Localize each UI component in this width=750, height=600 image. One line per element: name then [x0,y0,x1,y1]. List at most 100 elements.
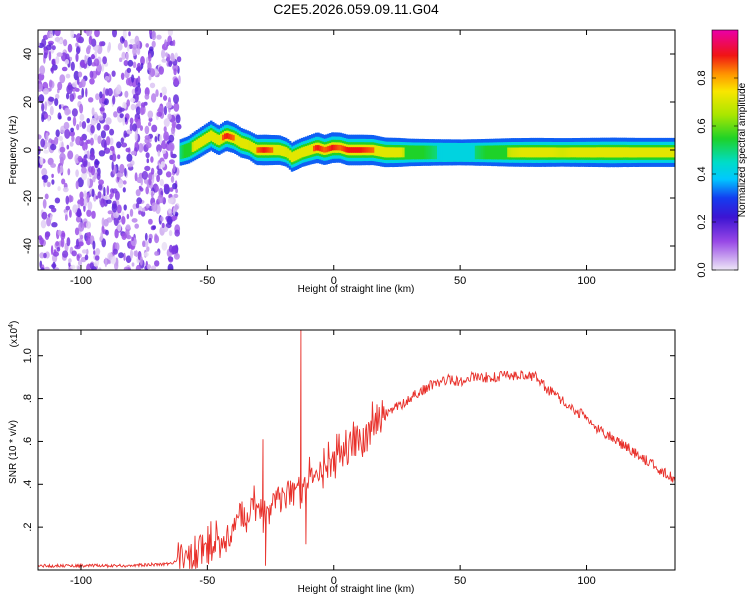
noise-blob [93,250,96,255]
colorbar-tick-label: 0.8 [696,70,708,85]
noise-blob [79,113,85,121]
noise-blob [55,93,60,100]
noise-blob [161,49,166,59]
ridge-cell [642,147,646,158]
noise-blob [156,185,160,192]
noise-blob [91,151,94,158]
ridge-cell [577,147,581,158]
noise-blob [148,237,152,244]
noise-blob [76,46,81,55]
ridge-cell [436,142,439,162]
ridge-cell [616,147,619,158]
ridge-cell [460,143,464,162]
noise-blob [38,73,45,81]
noise-blob [131,150,137,156]
noise-blob [105,229,109,236]
noise-blob [79,121,82,128]
noise-blob [38,83,43,92]
ridge-cell [484,145,488,160]
noise-blob [78,222,85,232]
noise-blob [61,66,68,72]
noise-blob [150,265,157,270]
noise-blob [155,89,159,97]
noise-blob [129,117,134,125]
noise-blob [146,158,150,164]
noise-blob [75,42,79,48]
noise-blob [40,219,47,229]
noise-blob [97,191,102,199]
noise-blob [139,106,145,116]
noise-blob [85,87,88,98]
noise-blob [41,211,48,220]
noise-blob [51,66,54,74]
ridge-cell [614,147,617,158]
colorbar-step [712,228,738,231]
noise-blob [95,248,101,256]
ridge-cell [444,142,448,162]
colorbar-step [712,174,738,177]
noise-blob [65,73,71,79]
ridge-cell [545,147,549,158]
x-tick-label: -100 [70,575,92,587]
noise-blob [94,45,98,54]
ridge-cell [491,145,494,160]
ridge-cell [262,147,266,153]
noise-blob [112,30,117,38]
noise-blob [102,112,107,119]
spectrogram-cells [38,30,675,270]
ridge-cell [555,147,559,158]
noise-blob [139,255,143,266]
noise-blob [51,173,54,178]
noise-blob [65,205,71,211]
noise-blob [62,187,69,193]
noise-blob [84,254,89,261]
colorbar-step [712,224,738,227]
colorbar-label: Normalized spectral amplitude [737,82,748,217]
noise-blob [114,261,119,270]
noise-blob [57,186,61,192]
noise-blob [67,43,73,53]
ridge-cell [256,147,259,153]
noise-blob [49,30,52,35]
colorbar-step [712,182,738,185]
noise-blob [72,81,78,88]
ridge-cell [604,147,607,158]
ridge-cell [260,147,263,153]
noise-blob [149,82,156,89]
noise-blob [69,209,72,218]
ridge-cell [648,147,652,158]
noise-blob [56,52,63,57]
noise-blob [59,165,64,174]
noise-blob [65,214,68,222]
colorbar-step [712,150,738,153]
noise-blob [43,252,47,259]
ridge-cell [482,145,486,160]
noise-blob [42,199,47,209]
ridge-cell [652,147,656,158]
ridge-cell [296,149,300,160]
colorbar-step [712,158,738,161]
colorbar-step [712,248,738,251]
ridge-cell [523,147,526,158]
ridge-cell [222,134,225,141]
ridge-cell [650,147,654,158]
colorbar-step [712,252,738,255]
noise-blob [126,44,130,52]
noise-blob [51,207,57,213]
noise-blob [101,225,105,235]
noise-blob [133,250,137,256]
ridge-cell [644,147,648,158]
ridge-cell [363,147,367,153]
noise-blob [44,113,49,119]
noise-blob [148,122,152,127]
noise-blob [77,71,83,78]
colorbar-border [711,29,739,271]
noise-blob [156,34,162,40]
noise-blob [145,142,152,149]
noise-blob [90,125,95,134]
noise-blob [159,178,164,187]
ridge-cell [236,135,239,146]
noise-blob [167,113,172,120]
noise-blob [148,74,152,81]
noise-blob [71,250,77,257]
